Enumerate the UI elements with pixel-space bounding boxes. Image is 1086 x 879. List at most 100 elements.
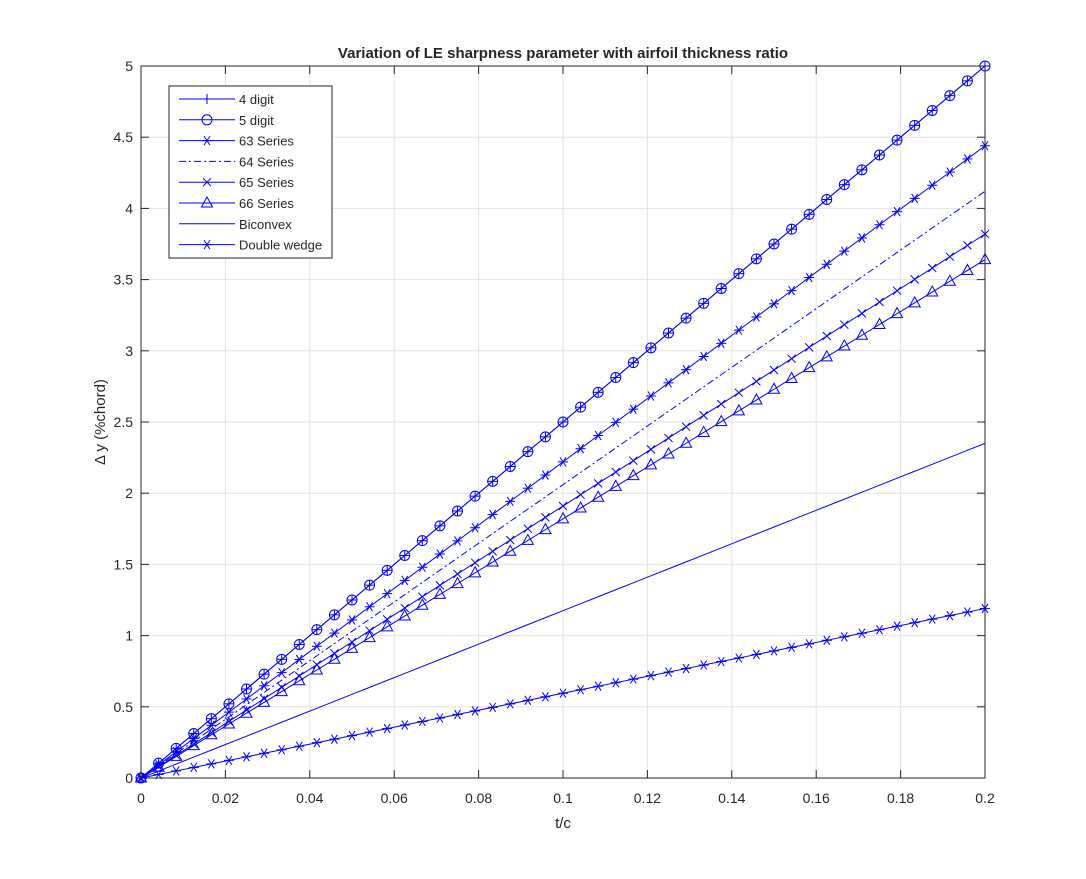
data-point-marker (470, 706, 481, 716)
y-axis-label: Δ y (%chord) (92, 379, 109, 465)
data-point-marker (609, 479, 623, 491)
data-point-marker (751, 312, 762, 322)
y-tick-label: 2.5 (114, 414, 134, 430)
data-point-marker (680, 312, 692, 324)
data-point-marker (400, 603, 410, 613)
data-point-marker (558, 457, 568, 467)
legend-label: Biconvex (239, 217, 292, 232)
data-point-marker (663, 667, 674, 677)
data-point-marker (804, 343, 814, 352)
data-point-marker (593, 430, 604, 441)
data-point-marker (698, 297, 710, 309)
data-point-marker (364, 601, 375, 612)
legend-label: 65 Series (239, 175, 294, 190)
data-point-marker (767, 382, 781, 394)
data-point-marker (769, 646, 779, 656)
data-point-marker (224, 716, 234, 726)
data-point-marker (714, 414, 728, 427)
data-point-marker (926, 105, 938, 116)
series-line (140, 65, 986, 779)
data-point-marker (240, 706, 253, 718)
series-layer (134, 60, 992, 784)
data-point-marker (311, 624, 323, 636)
legend-label: 64 Series (239, 154, 294, 169)
legend-item: Biconvex (179, 217, 292, 232)
data-point-marker (857, 309, 867, 318)
series-5-digit (135, 60, 991, 784)
data-point-marker (663, 327, 674, 339)
legend: 4 digit 5 digit 63 Series 64 Series 65 Serie… (168, 85, 333, 259)
data-point-marker (539, 431, 551, 443)
data-point-marker (908, 295, 922, 308)
data-point-marker (856, 164, 868, 176)
data-point-marker (662, 447, 675, 459)
data-point-marker (293, 639, 305, 650)
data-point-marker (523, 524, 533, 534)
data-point-marker (487, 509, 498, 520)
data-point-marker (223, 755, 234, 766)
data-point-marker (382, 723, 393, 734)
data-point-marker (347, 730, 357, 741)
data-point-marker (487, 475, 499, 487)
y-tick-label: 1 (125, 628, 133, 644)
data-point-marker (539, 522, 552, 535)
data-point-marker (417, 592, 427, 602)
y-tick-label: 2 (125, 485, 133, 501)
data-point-marker (453, 569, 462, 579)
data-point-marker (698, 351, 709, 362)
data-point-marker (769, 365, 779, 375)
data-point-marker (821, 635, 832, 646)
data-point-marker (521, 533, 535, 545)
data-point-marker (962, 154, 973, 164)
data-point-marker (628, 456, 638, 466)
data-point-marker (681, 364, 692, 375)
x-tick-label: 0.08 (465, 790, 492, 806)
data-point-marker (716, 656, 727, 667)
data-point-marker (415, 598, 429, 610)
ticks: 0 0.02 0.04 0.06 0.08 0.1 0.12 0.14 0.16 0.18 0.2 0… (114, 58, 995, 806)
legend-label: 4 digit (239, 92, 274, 107)
data-point-marker (752, 377, 761, 386)
data-point-marker (311, 737, 322, 748)
data-point-marker (610, 372, 622, 383)
legend-marker (202, 135, 212, 146)
data-point-marker (627, 357, 639, 369)
data-point-marker (294, 654, 305, 665)
data-point-marker (716, 399, 726, 409)
data-point-marker (223, 698, 235, 710)
data-point-marker (768, 238, 780, 250)
data-point-marker (416, 535, 428, 547)
data-point-marker (451, 576, 464, 589)
data-point-marker (591, 490, 605, 502)
data-point-marker (364, 727, 375, 737)
data-point-marker (276, 744, 287, 755)
legend-item: 4 digit (179, 92, 274, 107)
data-point-marker (328, 609, 340, 621)
data-point-marker (734, 388, 744, 398)
data-point-marker (575, 401, 587, 413)
data-point-marker (943, 274, 957, 286)
data-point-marker (452, 505, 463, 517)
data-point-marker (610, 417, 621, 428)
data-point-marker (716, 338, 727, 349)
data-point-marker (292, 673, 306, 686)
legend-label: 63 Series (239, 134, 294, 149)
legend-marker (202, 239, 212, 250)
data-point-marker (417, 716, 428, 727)
data-point-marker (697, 425, 711, 437)
data-point-marker (874, 624, 885, 635)
data-point-marker (505, 496, 516, 507)
data-point-marker (346, 594, 358, 606)
data-point-marker (541, 512, 550, 522)
data-point-marker (503, 544, 517, 556)
data-point-marker (962, 607, 973, 617)
data-point-marker (486, 554, 500, 567)
data-point-marker (205, 713, 217, 725)
series-line (140, 190, 986, 779)
data-point-marker (171, 766, 182, 776)
data-point-marker (487, 702, 498, 713)
data-point-marker (399, 550, 411, 561)
data-point-marker (733, 268, 745, 280)
series-line (140, 442, 986, 779)
data-point-marker (276, 653, 288, 665)
